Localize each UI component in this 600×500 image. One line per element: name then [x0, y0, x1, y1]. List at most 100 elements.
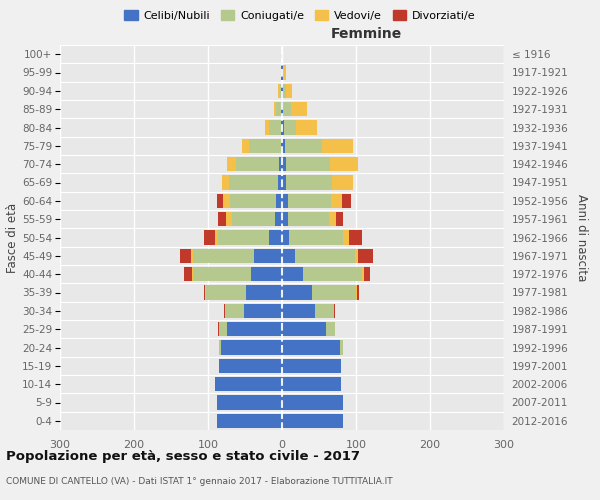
Bar	[206, 286, 247, 300]
Bar	[332, 176, 353, 190]
Bar	[340, 340, 343, 354]
Bar	[232, 212, 275, 226]
Bar	[250, 138, 281, 153]
Bar	[226, 212, 232, 226]
Bar	[289, 230, 343, 244]
Bar	[227, 322, 282, 336]
Bar	[269, 230, 282, 244]
Bar	[331, 194, 342, 208]
Bar	[283, 102, 291, 117]
Bar	[349, 230, 362, 244]
Bar	[282, 157, 286, 172]
Bar	[282, 194, 288, 208]
Bar	[278, 84, 280, 98]
Bar	[219, 322, 227, 336]
Bar	[215, 377, 282, 392]
Bar	[282, 176, 286, 190]
Bar	[311, 286, 356, 300]
Bar	[281, 102, 282, 117]
Bar	[276, 102, 281, 117]
Bar	[221, 340, 282, 354]
Bar	[225, 304, 244, 318]
Bar	[296, 120, 317, 134]
Bar	[282, 377, 341, 392]
Bar	[217, 396, 282, 409]
Bar	[282, 304, 316, 318]
Bar	[280, 84, 281, 98]
Bar	[218, 322, 219, 336]
Bar	[242, 138, 250, 153]
Bar	[217, 414, 282, 428]
Bar	[281, 138, 282, 153]
Bar	[281, 66, 282, 80]
Bar	[219, 340, 221, 354]
Text: Popolazione per età, sesso e stato civile - 2017: Popolazione per età, sesso e stato civil…	[6, 450, 360, 463]
Bar	[326, 322, 335, 336]
Bar	[215, 230, 218, 244]
Text: COMUNE DI CANTELLO (VA) - Dati ISTAT 1° gennaio 2017 - Elaborazione TUTTITALIA.I: COMUNE DI CANTELLO (VA) - Dati ISTAT 1° …	[6, 478, 392, 486]
Bar	[283, 84, 286, 98]
Bar	[218, 212, 226, 226]
Bar	[276, 194, 282, 208]
Bar	[223, 194, 230, 208]
Bar	[336, 212, 343, 226]
Bar	[218, 230, 269, 244]
Bar	[282, 340, 340, 354]
Bar	[282, 414, 343, 428]
Bar	[229, 176, 278, 190]
Bar	[282, 102, 283, 117]
Bar	[342, 194, 351, 208]
Bar	[236, 157, 279, 172]
Bar	[282, 66, 283, 80]
Bar	[303, 267, 362, 281]
Bar	[288, 212, 329, 226]
Bar	[275, 212, 282, 226]
Bar	[362, 267, 364, 281]
Bar	[358, 286, 359, 300]
Y-axis label: Fasce di età: Fasce di età	[7, 202, 19, 272]
Bar	[285, 138, 322, 153]
Bar	[217, 194, 223, 208]
Bar	[244, 304, 282, 318]
Bar	[203, 230, 215, 244]
Bar	[203, 286, 205, 300]
Bar	[274, 102, 276, 117]
Bar	[278, 176, 282, 190]
Bar	[316, 304, 334, 318]
Bar	[282, 396, 343, 409]
Bar	[191, 248, 193, 263]
Bar	[193, 248, 254, 263]
Bar	[230, 194, 276, 208]
Y-axis label: Anni di nascita: Anni di nascita	[575, 194, 588, 281]
Legend: Celibi/Nubili, Coniugati/e, Vedovi/e, Divorziati/e: Celibi/Nubili, Coniugati/e, Vedovi/e, Di…	[120, 6, 480, 25]
Bar	[180, 248, 191, 263]
Bar	[282, 286, 311, 300]
Bar	[205, 286, 206, 300]
Bar	[334, 304, 335, 318]
Bar	[222, 176, 229, 190]
Bar	[355, 248, 358, 263]
Bar	[282, 322, 326, 336]
Bar	[279, 157, 282, 172]
Bar	[286, 157, 330, 172]
Bar	[358, 248, 373, 263]
Bar	[288, 194, 331, 208]
Bar	[282, 248, 295, 263]
Bar	[282, 358, 341, 373]
Bar	[356, 286, 358, 300]
Bar	[364, 267, 370, 281]
Bar	[193, 267, 251, 281]
Bar	[343, 230, 349, 244]
Bar	[286, 84, 292, 98]
Bar	[330, 157, 358, 172]
Bar	[282, 138, 285, 153]
Bar	[224, 304, 225, 318]
Bar	[291, 102, 307, 117]
Bar	[282, 212, 288, 226]
Bar	[281, 120, 282, 134]
Text: Femmine: Femmine	[331, 27, 402, 41]
Bar	[295, 248, 355, 263]
Bar	[184, 267, 192, 281]
Bar	[227, 157, 236, 172]
Bar	[219, 358, 282, 373]
